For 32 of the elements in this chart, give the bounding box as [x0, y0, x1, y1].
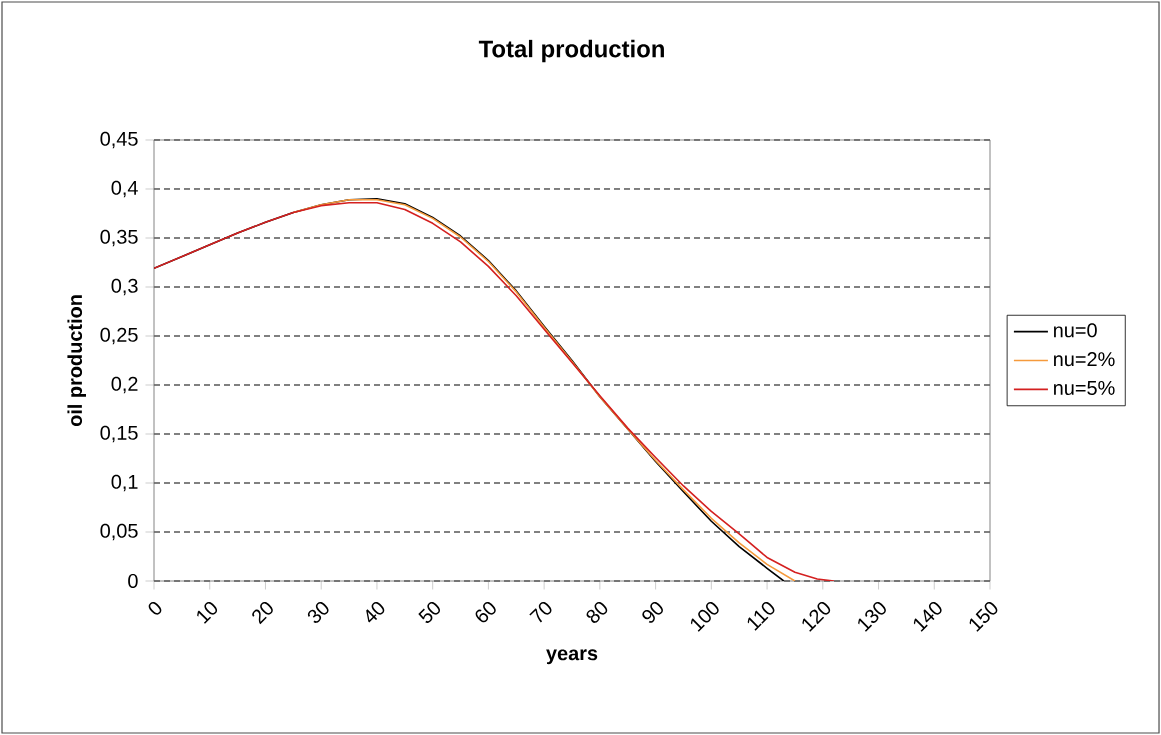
x-tick-label: 120	[802, 602, 831, 632]
x-tick-label: 80	[586, 602, 608, 623]
y-tick-label: 0,45	[100, 131, 138, 149]
x-tick-label: 110	[747, 602, 775, 631]
x-tick-label: 20	[252, 602, 273, 625]
legend-label: nu=0	[1054, 323, 1097, 338]
x-axis-title: years	[546, 649, 598, 665]
y-tick-label: 0,15	[100, 425, 138, 443]
y-tick-label: 0	[128, 573, 138, 589]
legend-label: nu=2%	[1054, 352, 1115, 367]
x-tick-label: 50	[418, 602, 441, 623]
x-tick-label: 70	[529, 602, 552, 623]
legend-label: nu=5%	[1054, 380, 1115, 395]
y-axis-title: oil production	[67, 295, 86, 427]
y-tick-label: 0,05	[100, 523, 138, 541]
x-tick-label: 60	[475, 602, 496, 623]
x-tick-label: 0	[148, 602, 162, 615]
y-tick-label: 0,3	[111, 278, 138, 296]
x-tick-label: 100	[690, 602, 719, 632]
x-tick-label: 140	[913, 602, 942, 632]
x-tick-label: 150	[969, 602, 998, 632]
chart-title: Total production	[478, 39, 664, 63]
y-tick-label: 0,4	[111, 180, 138, 198]
x-tick-label: 10	[197, 602, 218, 624]
x-tick-label: 90	[642, 602, 663, 623]
x-tick-label: 30	[307, 602, 329, 623]
y-tick-label: 0,25	[100, 327, 138, 345]
y-tick-label: 0,35	[100, 229, 138, 247]
x-tick-label: 130	[858, 602, 886, 632]
y-tick-label: 0,1	[111, 474, 138, 492]
x-tick-label: 40	[366, 602, 385, 623]
y-tick-label: 0,2	[111, 376, 138, 394]
